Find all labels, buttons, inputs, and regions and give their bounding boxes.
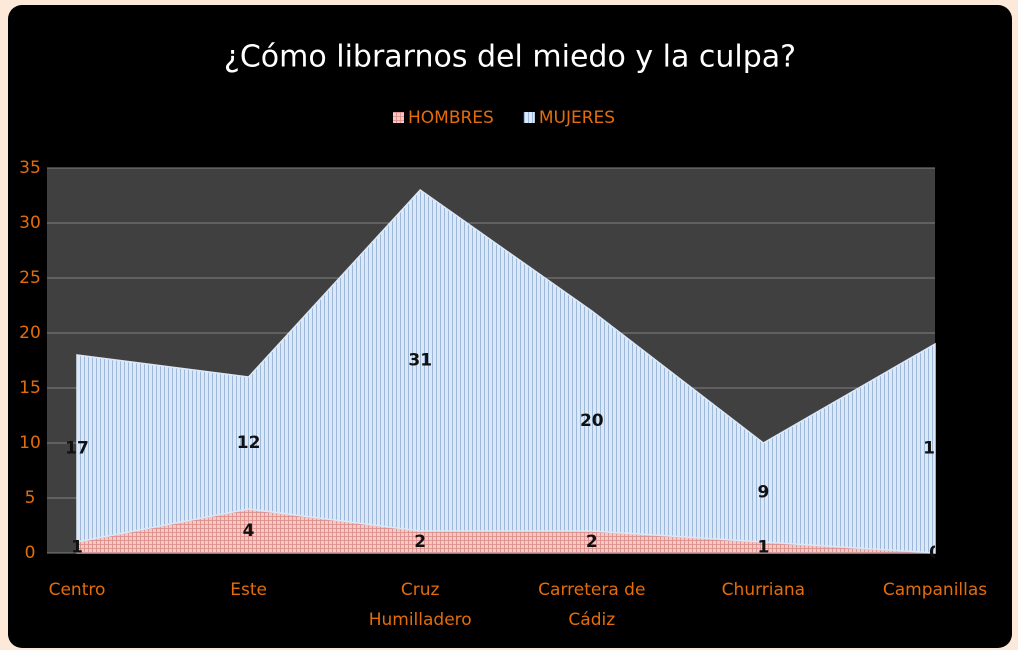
data-label: 2 xyxy=(586,532,598,552)
y-tick-label: 30 xyxy=(19,213,41,233)
data-label: 4 xyxy=(243,521,255,541)
y-tick-label: 5 xyxy=(25,488,36,508)
y-tick-label: 25 xyxy=(19,268,41,288)
x-tick-label: Centro xyxy=(49,580,106,600)
y-tick-label: 15 xyxy=(19,378,41,398)
legend-label: MUJERES xyxy=(539,108,615,128)
x-tick-label: Churriana xyxy=(722,580,805,600)
legend-swatch xyxy=(393,112,404,123)
data-label: 20 xyxy=(580,411,604,431)
legend-swatch xyxy=(523,112,535,123)
data-label: 31 xyxy=(408,351,432,371)
data-label: 1 xyxy=(757,538,769,558)
legend-label: HOMBRES xyxy=(408,108,494,128)
data-label: 19 xyxy=(923,439,947,459)
y-tick-label: 20 xyxy=(19,323,41,343)
chart-title: ¿Cómo librarnos del miedo y la culpa? xyxy=(224,40,796,75)
data-label: 9 xyxy=(757,483,769,503)
x-tick-label: Este xyxy=(230,580,267,600)
data-label: 12 xyxy=(237,433,261,453)
y-tick-label: 35 xyxy=(19,158,41,178)
x-tick-label: Cruz Humilladero xyxy=(369,580,472,630)
data-label: 0 xyxy=(929,543,941,563)
data-label: 2 xyxy=(414,532,426,552)
y-tick-label: 0 xyxy=(25,543,36,563)
x-tick-label: Carretera de Cádiz xyxy=(538,580,645,630)
y-tick-label: 10 xyxy=(19,433,41,453)
data-label: 17 xyxy=(65,439,89,459)
x-tick-label: Campanillas xyxy=(883,580,987,600)
area xyxy=(76,189,936,554)
data-label: 1 xyxy=(71,538,83,558)
